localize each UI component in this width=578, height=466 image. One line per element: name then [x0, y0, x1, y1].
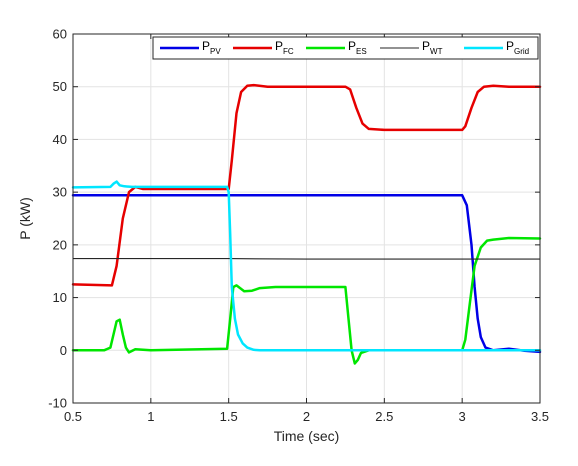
- x-tick-label: 0.5: [64, 409, 82, 424]
- y-tick-label: 20: [53, 237, 67, 252]
- y-tick-label: 10: [53, 290, 67, 305]
- y-tick-label: 60: [53, 27, 67, 42]
- x-tick-label: 3: [459, 409, 466, 424]
- x-tick-label: 2: [303, 409, 310, 424]
- x-tick-label: 2.5: [375, 409, 393, 424]
- x-tick-label: 1.5: [220, 409, 238, 424]
- legend-label-grid: PGrid: [506, 39, 529, 56]
- y-tick-label: -10: [48, 396, 67, 411]
- legend-label-es: PES: [348, 39, 367, 56]
- legend-box: [152, 36, 539, 60]
- y-tick-label: 0: [60, 343, 67, 358]
- y-tick-label: 40: [53, 132, 67, 147]
- y-tick-label: 30: [53, 185, 67, 200]
- y-axis-label: P (kW): [17, 197, 33, 240]
- legend-label-pv: PPV: [202, 39, 221, 56]
- legend: PPV PFC PES PWT PGrid: [152, 36, 539, 60]
- series-line-wt: [72, 258, 541, 260]
- series-line-es: [71, 236, 542, 365]
- legend-label-fc: PFC: [275, 39, 294, 56]
- x-tick-label: 3.5: [531, 409, 549, 424]
- series-line-grid: [71, 180, 542, 352]
- x-axis-label: Time (sec): [274, 428, 340, 444]
- legend-label-wt: PWT: [422, 39, 443, 56]
- y-tick-label: 50: [53, 79, 67, 94]
- series-lines: [71, 83, 542, 365]
- axis-ticks: 0.5 1 1.5 2 2.5 3 3.5 -10 0 10 20 30 40 50 60: [48, 27, 549, 425]
- x-tick-label: 1: [147, 409, 154, 424]
